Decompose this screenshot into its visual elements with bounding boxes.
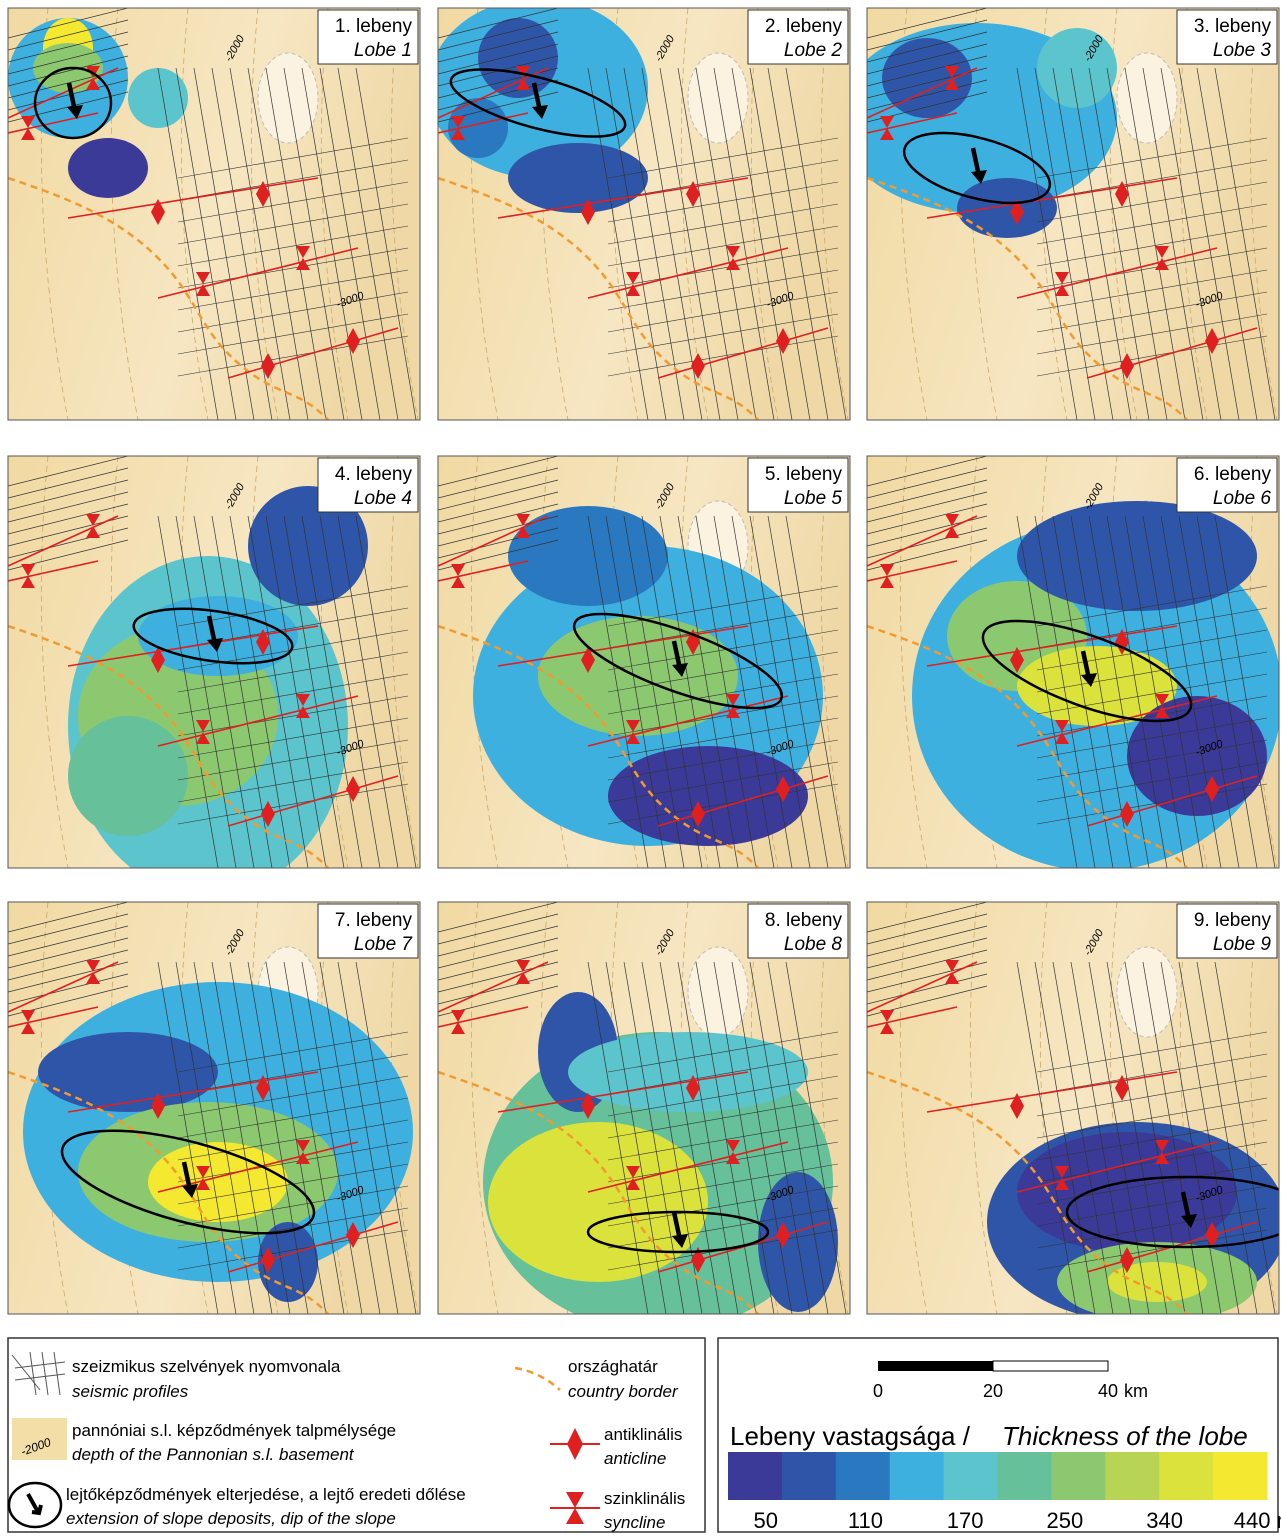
thickness-title: Lebeny vastagsága /: [730, 1421, 971, 1451]
ramp-label: 440 m: [1234, 1508, 1281, 1533]
ramp-swatch: [728, 1452, 782, 1500]
map-body: -2000-3000: [8, 456, 420, 896]
panel-title: 8. lebeny: [765, 910, 843, 931]
panel-subtitle: Lobe 9: [1213, 934, 1272, 955]
legend-text: extension of slope deposits, dip of the …: [66, 1509, 396, 1528]
thickness-area: [68, 138, 148, 198]
thickness-area: [568, 1032, 808, 1112]
panel-title: 2. lebeny: [765, 16, 843, 37]
figure: -2000-30001. lebenyLobe 1-2000-30002. le…: [0, 0, 1281, 1535]
panel-title: 1. lebeny: [335, 16, 413, 37]
ramp-swatch: [890, 1452, 944, 1500]
legend-text: syncline: [604, 1513, 665, 1532]
map-panel: -2000-30005. lebeny Lobe 5: [438, 456, 850, 868]
panel-subtitle: Lobe 3: [1213, 40, 1272, 61]
thickness-area: [68, 716, 188, 836]
panel-subtitle: Lobe 8: [784, 934, 843, 955]
thickness-area: [882, 38, 972, 118]
panel-subtitle: Lobe 5: [784, 488, 843, 509]
depth-contour: [1117, 53, 1177, 143]
panel-title: 6. lebeny: [1194, 464, 1272, 485]
map-panel: -2000-30004. lebeny Lobe 4: [8, 456, 420, 896]
scale-bar: [993, 1361, 1108, 1371]
panel-title: 9. lebeny: [1194, 910, 1272, 931]
map-body: -2000-3000: [438, 902, 850, 1332]
panel-subtitle: Lobe 6: [1213, 488, 1272, 509]
panel-title: 3. lebeny: [1194, 16, 1272, 37]
ramp-swatch: [1105, 1452, 1159, 1500]
legend-text: antiklinális: [604, 1425, 682, 1444]
scale-label: 20: [983, 1381, 1003, 1401]
legend-text: depth of the Pannonian s.l. basement: [72, 1445, 355, 1464]
thickness-area: [957, 178, 1057, 238]
thickness-area: [128, 68, 188, 128]
panel-subtitle: Lobe 7: [354, 934, 414, 955]
map-panel: -2000-30009. lebeny Lobe 9: [867, 902, 1281, 1322]
ramp-label: 110: [848, 1508, 883, 1533]
legend-text: anticline: [604, 1449, 666, 1468]
map-panel: -2000-30008. lebeny Lobe 8: [438, 902, 850, 1332]
ramp-swatch: [1051, 1452, 1105, 1500]
legend-text: szeizmikus szelvények nyomvonala: [72, 1357, 341, 1376]
thickness-area: [38, 1032, 218, 1112]
ramp-label: 340: [1146, 1508, 1183, 1533]
panel-subtitle: Lobe 1: [354, 40, 412, 61]
map-body: -2000-3000: [8, 8, 420, 420]
legend-text: szinklinális: [604, 1489, 685, 1508]
map-panel: -2000-30002. lebenyLobe 2: [428, 0, 850, 420]
ramp-swatch: [836, 1452, 890, 1500]
scale-bar: [878, 1361, 993, 1371]
ramp-swatch: [998, 1452, 1052, 1500]
legend-text: országhatár: [568, 1357, 658, 1376]
depth-contour: [688, 947, 748, 1037]
legend-text: seismic profiles: [72, 1382, 189, 1401]
panel-subtitle: Lobe 4: [354, 488, 412, 509]
ramp-swatch: [1159, 1452, 1213, 1500]
scale-unit: km: [1124, 1381, 1148, 1401]
scale-label: 0: [873, 1381, 883, 1401]
thickness-area: [508, 143, 648, 213]
legend-text: country border: [568, 1382, 679, 1401]
legend: szeizmikus szelvények nyomvonala seismic…: [8, 1338, 1281, 1533]
ramp-swatch: [782, 1452, 836, 1500]
map-body: -2000-3000: [438, 456, 850, 868]
panel-title: 4. lebeny: [335, 464, 413, 485]
thickness-title: Thickness of the lobe: [1002, 1421, 1248, 1451]
map-body: -2000-3000: [867, 456, 1281, 871]
map-panel: -2000-30006. lebeny Lobe 6: [867, 456, 1281, 871]
depth-contour: [258, 53, 318, 143]
legend-text: lejtőképződmények elterjedése, a lejtő e…: [66, 1485, 466, 1504]
map-body: -2000-3000: [837, 8, 1279, 420]
panel-title: 7. lebeny: [335, 910, 413, 931]
thickness-area: [508, 506, 668, 606]
legend-text: pannóniai s.l. képződmények talpmélysége: [72, 1421, 396, 1440]
ramp-label: 250: [1047, 1508, 1084, 1533]
thickness-area: [488, 1122, 708, 1282]
panel-subtitle: Lobe 2: [784, 40, 843, 61]
scale-label: 40: [1098, 1381, 1118, 1401]
map-panels: -2000-30001. lebenyLobe 1-2000-30002. le…: [8, 0, 1281, 1332]
depth-contour: [1117, 947, 1177, 1037]
thickness-area: [1107, 1262, 1207, 1302]
ramp-label: 50: [753, 1508, 777, 1533]
ramp-label: 170: [947, 1508, 984, 1533]
panel-title: 5. lebeny: [765, 464, 843, 485]
depth-contour: [688, 53, 748, 143]
ramp-swatch: [944, 1452, 998, 1500]
map-body: -2000-3000: [8, 902, 420, 1314]
ramp-swatch: [1213, 1452, 1267, 1500]
map-panel: -2000-30007. lebeny Lobe 7: [8, 902, 420, 1314]
map-body: -2000-3000: [867, 902, 1281, 1322]
